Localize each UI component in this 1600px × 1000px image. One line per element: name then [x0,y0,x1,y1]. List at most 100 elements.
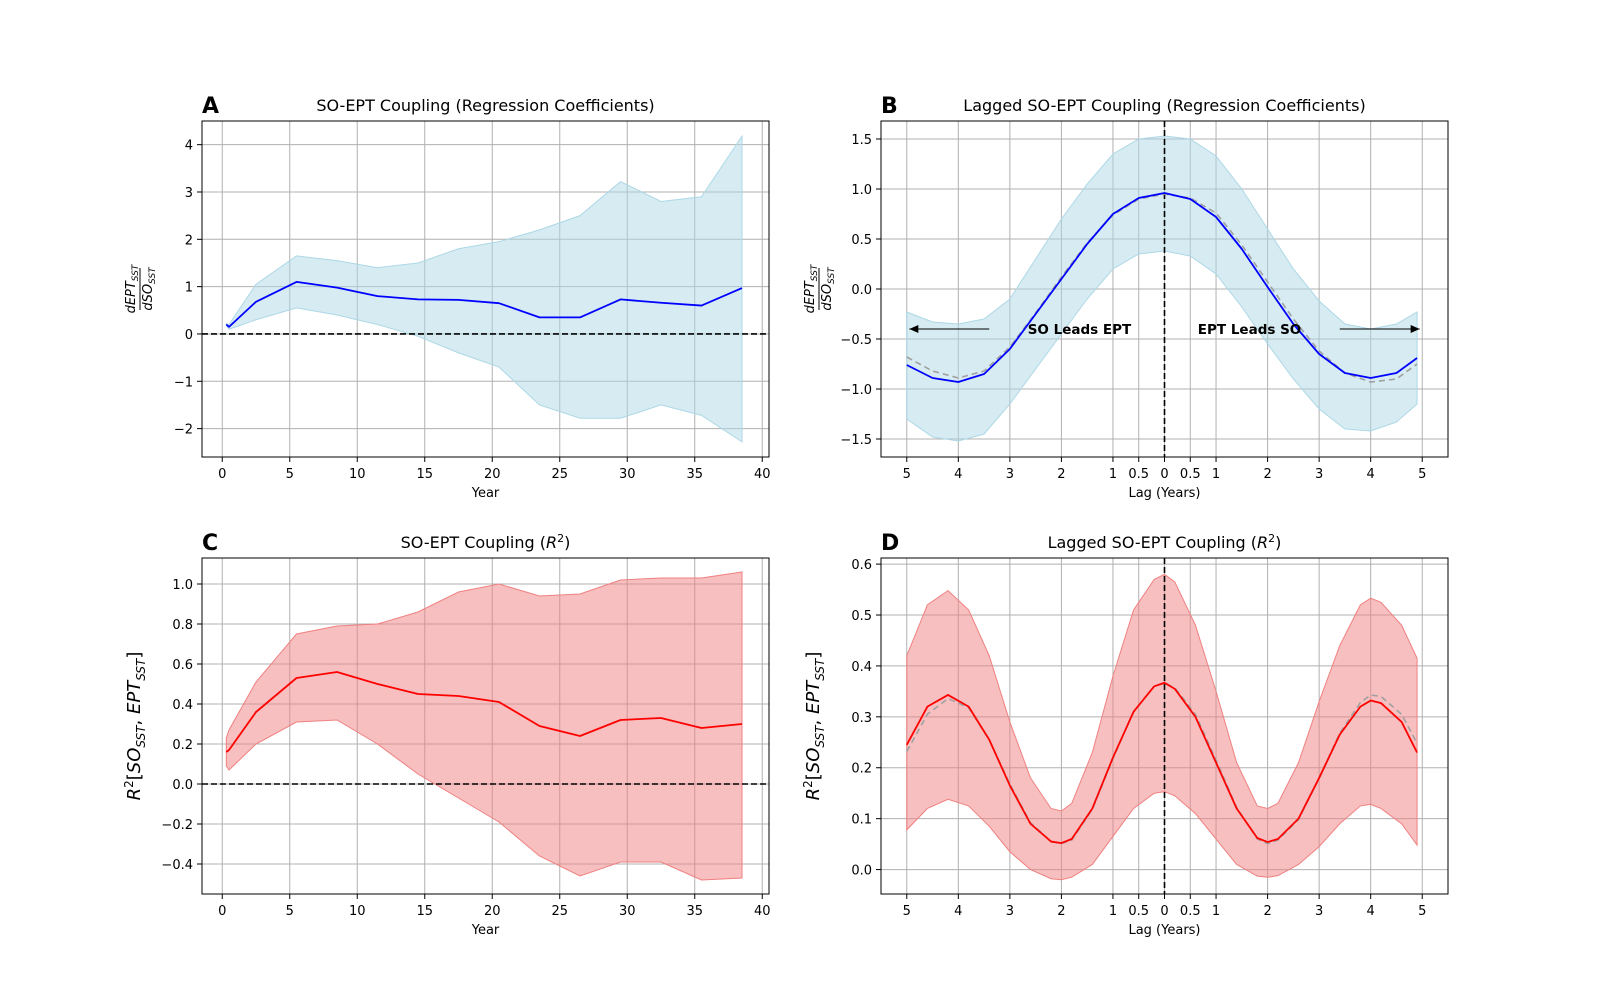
y-tick-label: 0.0 [851,283,872,298]
axes-frame [201,120,770,458]
y-tick-label: 0.8 [172,618,193,633]
y-axis-label: R2[SOSST, EPTSST] [122,652,148,801]
x-tick-label: 5 [1418,904,1426,919]
x-tick-label: 0.5 [1180,904,1201,919]
y-tick-label: 3 [185,186,193,201]
annotation: SO Leads EPT [909,322,1132,338]
annotation-arrowhead [1410,325,1420,333]
x-axis-label: Year [471,486,500,501]
x-tick-label: 2 [1263,904,1271,919]
x-tick-label: 2 [1263,467,1271,482]
x-tick-label: 0.5 [1128,467,1149,482]
y-axis: −0.4 −0.2 0.0 0.2 0.4 0.6 0.8 1.0 [161,578,202,873]
confidence-band [906,573,1418,881]
x-tick-label: 25 [551,904,568,919]
x-tick-label: 35 [686,467,703,482]
annotation-text: SO Leads EPT [1028,322,1132,338]
x-tick-label: 20 [484,904,501,919]
panel-letter: D [881,531,899,556]
x-axis: 5 4 3 2 1 0.5 0 0.5 1 2 3 4 5 [903,894,1426,919]
plot-area [202,134,769,443]
y-tick-label: −2 [174,423,193,438]
y-label-denominator: dSOSST [141,266,158,311]
y-tick-label: −0.2 [161,818,193,833]
confidence-band [906,135,1418,442]
panel-title: SO-EPT Coupling (R2) [401,532,571,552]
plot-area [905,558,1418,894]
x-tick-label: 0.5 [1180,467,1201,482]
y-tick-label: 1.0 [172,578,193,593]
x-tick-label: 0 [218,904,226,919]
x-tick-label: 4 [954,467,962,482]
x-tick-label: 40 [754,904,771,919]
x-tick-label: 4 [954,904,962,919]
x-axis: 0 5 10 15 20 25 30 35 40 [218,894,771,919]
y-tick-label: −0.5 [840,333,872,348]
x-tick-label: 0 [1160,904,1168,919]
x-axis-label: Lag (Years) [1128,486,1200,501]
y-axis: 0.0 0.1 0.2 0.3 0.4 0.5 0.6 [851,558,881,879]
confidence-band [225,134,743,443]
y-tick-label: 0.0 [851,864,872,879]
x-tick-label: 5 [903,467,911,482]
x-axis-label: Lag (Years) [1128,923,1200,938]
x-tick-label: 0 [218,467,226,482]
axes-frame [201,557,770,895]
x-tick-label: 3 [1315,904,1323,919]
plot-area [906,121,1418,457]
x-tick-label: 3 [1006,467,1014,482]
y-label-numerator: dEPTSST [803,263,820,313]
y-tick-label: 0.5 [851,609,872,624]
x-axis-label: Year [471,923,500,938]
y-tick-label: 0.3 [851,711,872,726]
y-tick-label: 0.6 [172,658,193,673]
x-tick-label: 10 [349,904,366,919]
x-tick-label: 3 [1006,904,1014,919]
x-tick-label: 0 [1160,467,1168,482]
x-tick-label: 4 [1367,467,1375,482]
x-tick-label: 0.5 [1128,904,1149,919]
annotation: EPT Leads SO [1198,322,1420,338]
annotation-arrowhead [909,325,919,333]
x-tick-label: 25 [551,467,568,482]
confidence-band [225,571,743,881]
x-tick-label: 40 [754,467,771,482]
panel-c: 0 5 10 15 20 25 30 35 40 −0.4 −0.2 0.0 0.2 0.4 0.6 0.8 1… [122,531,771,938]
y-tick-label: 0.2 [851,762,872,777]
y-tick-label: 0.0 [172,778,193,793]
x-tick-label: 30 [619,904,636,919]
series-line [225,281,743,328]
panel-letter: A [202,94,219,119]
panel-title: SO-EPT Coupling (Regression Coefficients… [316,96,654,115]
x-tick-label: 5 [1418,467,1426,482]
x-tick-label: 2 [1057,467,1065,482]
annotation-text: EPT Leads SO [1198,322,1302,338]
y-tick-label: −1.0 [840,383,872,398]
x-tick-label: 1 [1109,904,1117,919]
y-tick-label: −1 [174,375,193,390]
y-label-numerator: dEPTSST [124,263,141,313]
y-tick-label: 0.6 [851,558,872,573]
panel-b: 5 4 3 2 1 0.5 0 0.5 1 2 3 4 5 −1.5 −1.0 −0.5 0.0 0.5 1.0 1.… [803,94,1449,501]
panel-a: 0 5 10 15 20 25 30 35 40 −2 −1 0 1 2 3 4 Year dEPTSSTdSOS… [124,94,771,501]
x-tick-label: 10 [349,467,366,482]
y-tick-label: −0.4 [161,858,193,873]
x-axis: 5 4 3 2 1 0.5 0 0.5 1 2 3 4 5 [903,457,1426,482]
x-tick-label: 30 [619,467,636,482]
y-tick-label: 0.4 [172,698,193,713]
y-tick-label: 1 [185,281,193,296]
x-tick-label: 4 [1367,904,1375,919]
y-tick-label: 4 [185,139,193,154]
series-line [225,671,743,753]
plot-area [202,571,769,881]
y-tick-label: 0.5 [851,233,872,248]
x-tick-label: 3 [1315,467,1323,482]
x-tick-label: 1 [1212,467,1220,482]
x-tick-label: 2 [1057,904,1065,919]
x-tick-label: 15 [416,467,433,482]
y-axis: −2 −1 0 1 2 3 4 [174,139,202,438]
y-axis-label: R2[SOSST, EPTSST] [801,652,827,801]
y-tick-label: 1.0 [851,183,872,198]
